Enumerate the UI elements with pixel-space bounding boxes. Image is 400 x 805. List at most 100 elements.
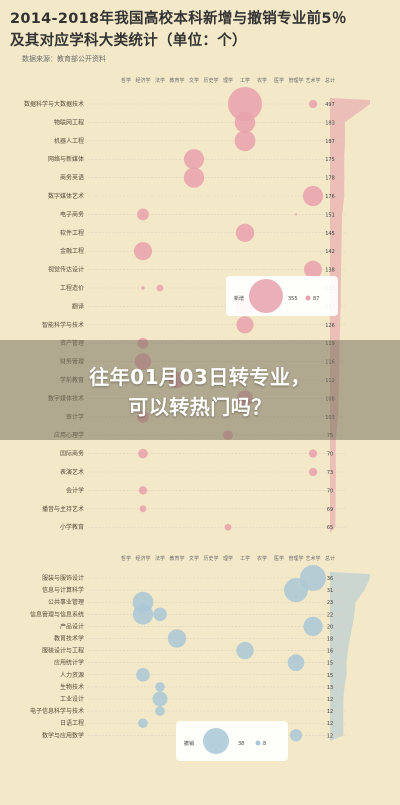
row-label: 工业设计 [60, 695, 84, 703]
data-bubble [183, 167, 205, 188]
data-bubble [235, 223, 255, 242]
row-total: 36 [327, 576, 333, 582]
row-total: 142 [325, 249, 335, 255]
data-bubble [308, 449, 318, 458]
row-total: 22 [327, 612, 333, 618]
row-label: 表演艺术 [60, 468, 84, 476]
row-label: 服装与服饰设计 [42, 574, 84, 582]
callout-small-bubble [305, 295, 311, 301]
row-label: 网络与新媒体 [48, 155, 84, 163]
column-header: 农学 [257, 555, 267, 562]
data-source: 数据来源：教育部公开资料 [22, 55, 106, 63]
data-bubble [156, 284, 164, 292]
data-bubble [294, 213, 298, 216]
data-bubble [136, 667, 150, 682]
row-label: 电子信息科学与技术 [30, 707, 84, 715]
row-label: 数字媒体艺术 [48, 192, 84, 200]
row-total: 145 [325, 231, 335, 237]
row-label: 生物技术 [60, 683, 84, 691]
row-label: 物联网工程 [54, 118, 84, 126]
row-total: 175 [325, 157, 335, 163]
row-total: 16 [327, 649, 333, 655]
column-header: 工学 [240, 77, 250, 84]
callout-small: 8 [263, 741, 266, 747]
row-label: 产品设计 [60, 622, 84, 630]
row-total: 20 [327, 624, 333, 630]
row-total: 23 [327, 600, 333, 606]
title-line-2: 及其对应学科大类统计（单位：个） [10, 33, 247, 49]
data-bubble [155, 682, 165, 692]
callout-bubble [203, 728, 229, 754]
row-total: 497 [325, 102, 335, 108]
column-header: 教育学 [169, 555, 184, 562]
column-header: 教育学 [169, 77, 184, 84]
row-label: 电子商务 [60, 210, 84, 218]
overlay-line-2: 可以转热门吗？ [128, 395, 272, 419]
callout-bubble [249, 279, 283, 313]
row-label: 机器人工程 [54, 137, 84, 145]
column-header: 理学 [223, 555, 233, 562]
row-label: 智能科学与技术 [42, 321, 84, 329]
row-total: 12 [327, 721, 333, 727]
column-header: 艺术学 [305, 555, 320, 562]
data-bubble [234, 130, 256, 152]
column-header: 理学 [223, 77, 233, 84]
row-label: 服装设计与工程 [42, 647, 84, 655]
data-bubble [234, 112, 256, 133]
column-header: 经济学 [135, 555, 150, 562]
data-bubble [138, 448, 148, 459]
row-label: 日语工程 [60, 719, 84, 727]
row-label: 工程造价 [60, 284, 84, 292]
column-header: 文学 [189, 555, 199, 562]
row-total: 12 [327, 697, 333, 703]
column-header: 文学 [189, 77, 199, 84]
row-total: 183 [325, 120, 335, 126]
row-label: 会计学 [66, 486, 84, 494]
data-bubble [302, 185, 324, 207]
column-header: 医学 [274, 77, 284, 84]
data-bubble [139, 505, 147, 513]
row-total: 65 [327, 525, 333, 531]
total-tail-shape [330, 572, 370, 742]
row-total: 69 [327, 507, 333, 513]
row-label: 公共事业管理 [48, 598, 84, 606]
row-total: 138 [325, 268, 335, 274]
callout-small: 87 [313, 296, 319, 302]
row-label: 应用统计学 [54, 659, 84, 667]
column-header: 历史学 [203, 555, 218, 562]
data-bubble [155, 706, 165, 716]
callout-label: 新增 [234, 295, 244, 302]
row-total: 18 [327, 637, 333, 643]
column-header: 哲学 [121, 77, 131, 84]
column-header: 农学 [257, 77, 267, 84]
data-bubble [137, 208, 149, 221]
row-label: 翻译 [72, 302, 84, 310]
row-label: 商务英语 [60, 174, 84, 182]
overlay-headline: 往年01月03日转专业， 可以转热门吗？ [0, 362, 400, 422]
total-tail-shape [330, 98, 370, 534]
callout-total: 38 [238, 741, 244, 747]
data-bubble [308, 467, 318, 477]
row-total: 176 [325, 194, 335, 200]
callout-total: 355 [288, 296, 298, 302]
row-total: 70 [327, 488, 333, 494]
data-bubble [153, 607, 167, 622]
row-label: 数学与应用数学 [42, 731, 84, 739]
row-total: 13 [327, 685, 333, 691]
column-header: 管理学 [288, 555, 303, 562]
row-label: 信息与计算科学 [42, 586, 84, 594]
page-title: 2014-2018年我国高校本科新增与撤销专业前5％ 及其对应学科大类统计（单位… [10, 8, 390, 52]
data-bubble [283, 578, 309, 603]
overlay-line-1: 往年01月03日转专业， [89, 365, 311, 389]
row-total: 31 [327, 588, 333, 594]
data-bubble [303, 616, 323, 637]
row-label: 小学教育 [60, 523, 84, 531]
row-label: 视觉传达设计 [48, 266, 84, 274]
data-bubble [236, 316, 254, 334]
data-bubble [141, 286, 145, 290]
callout-small-bubble [255, 740, 261, 746]
row-total: 15 [327, 661, 333, 667]
column-header: 历史学 [203, 77, 218, 84]
row-total: 12 [327, 733, 333, 739]
column-header: 总计 [325, 77, 335, 84]
